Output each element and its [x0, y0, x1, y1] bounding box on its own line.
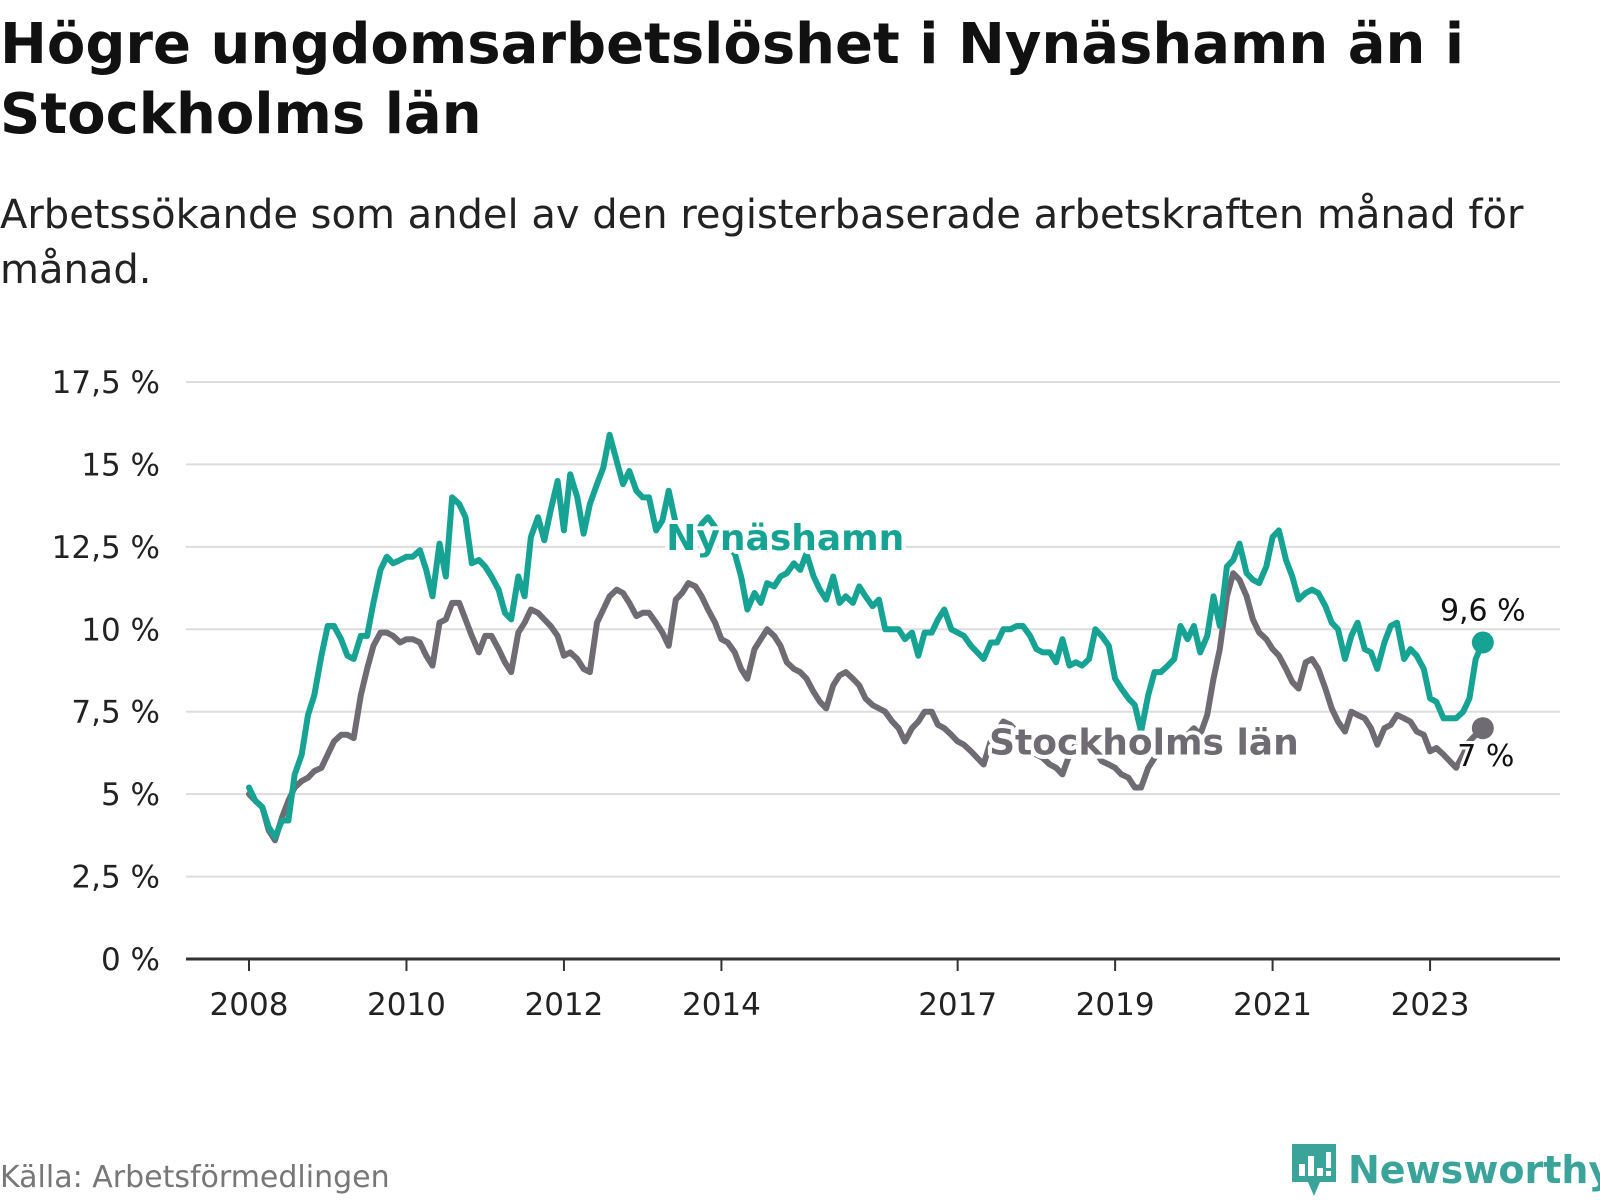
y-tick-label: 5 %	[101, 777, 160, 813]
x-tick-label: 2019	[1076, 987, 1155, 1023]
x-tick-label: 2008	[210, 987, 289, 1023]
y-tick-label: 12,5 %	[52, 530, 160, 566]
chart-title: Högre ungdomsarbetslöshet i Nynäshamn än…	[0, 12, 1465, 147]
y-tick-label: 7,5 %	[71, 695, 160, 731]
chart-subtitle: Arbetssökande som andel av den registerb…	[0, 192, 1524, 293]
end-value-label-nynashamn: 9,6 %	[1440, 593, 1526, 628]
x-tick-label: 2010	[367, 987, 446, 1023]
series-label-stockholms-lan: Stockholms län	[989, 723, 1299, 764]
x-tick-label: 2023	[1391, 987, 1470, 1023]
x-tick-label: 2012	[524, 987, 603, 1023]
source-note: Källa: Arbetsförmedlingen	[0, 1160, 390, 1195]
x-tick-label: 2021	[1233, 987, 1312, 1023]
series-end-point-nynashamn	[1471, 631, 1494, 654]
y-tick-label: 17,5 %	[52, 365, 160, 401]
series-labels: Nynäshamn Stockholms län 9,6 % 7 %	[662, 514, 1528, 777]
y-tick-label: 0 %	[101, 942, 160, 978]
brand-name: Newsworthy	[1348, 1148, 1600, 1192]
x-tick-label: 2017	[918, 987, 997, 1023]
y-tick-label: 10 %	[81, 612, 160, 648]
series-label-nynashamn: Nynäshamn	[666, 518, 904, 559]
y-tick-label: 2,5 %	[71, 860, 160, 896]
series-end-point-stockholms-lan	[1471, 717, 1494, 740]
x-axis: 2008 2010 2012 2014 2017 2019 2021 2023	[186, 957, 1560, 1023]
brand-logo: Newsworthy	[1290, 1140, 1600, 1200]
newsworthy-logo-icon	[1292, 1144, 1336, 1196]
series-line-stockholms-lan	[246, 570, 1486, 844]
y-axis-ticks: 0 % 2,5 % 5 % 7,5 % 10 % 12,5 % 15 % 17,5 %	[52, 365, 160, 978]
series-line-nynashamn	[246, 431, 1486, 840]
end-value-label-stockholms-lan: 7 %	[1457, 739, 1514, 774]
series-lines	[246, 431, 1494, 844]
x-tick-label: 2014	[682, 987, 761, 1023]
y-tick-label: 15 %	[81, 447, 160, 483]
